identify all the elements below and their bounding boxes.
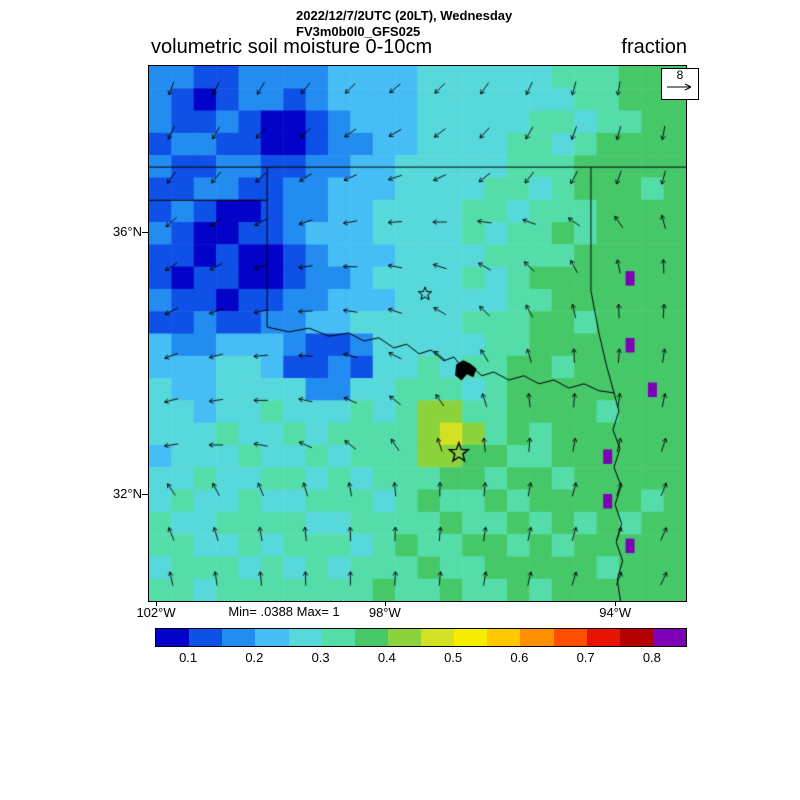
colorbar-tick-label: 0.7 — [576, 650, 595, 665]
colorbar-segment — [586, 629, 620, 646]
minmax-text: Min= .0388 Max= 1 — [228, 604, 340, 619]
x-axis-tick — [156, 601, 158, 606]
run-header: 2022/12/7/2UTC (20LT), Wednesday FV3m0b0l… — [296, 8, 512, 41]
y-axis-tick — [142, 231, 148, 233]
colorbar-tick-label: 0.4 — [377, 650, 396, 665]
colorbar-tick-label: 0.6 — [510, 650, 529, 665]
colorbar-segment — [520, 629, 554, 646]
colorbar-segment — [222, 629, 256, 646]
colorbar-segment — [652, 629, 686, 646]
colorbar-segment — [255, 629, 289, 646]
x-axis-tick — [384, 601, 386, 606]
reference-vector-arrow-icon — [667, 83, 692, 91]
x-axis-label: 98°W — [368, 605, 401, 620]
colorbar-tick-label: 0.8 — [642, 650, 661, 665]
colorbar-segment — [553, 629, 587, 646]
colorbar-segment — [156, 629, 190, 646]
title-row: volumetric soil moisture 0-10cm fraction — [151, 36, 687, 59]
colorbar-tick-label: 0.1 — [179, 650, 198, 665]
y-axis-label: 36°N — [112, 223, 142, 239]
colorbar — [155, 628, 687, 647]
colorbar-segment — [487, 629, 521, 646]
colorbar-segment — [421, 629, 455, 646]
y-axis-label: 32°N — [112, 486, 142, 502]
run-datetime: 2022/12/7/2UTC (20LT), Wednesday — [296, 8, 513, 23]
map-panel: 8 — [148, 65, 699, 602]
colorbar-tick-label: 0.2 — [245, 650, 264, 665]
y-axis-tick — [142, 494, 148, 496]
soil-moisture-raster — [149, 66, 686, 601]
plot-title: volumetric soil moisture 0-10cm — [151, 36, 433, 58]
units-label: fraction — [621, 36, 687, 58]
x-axis-tick — [615, 601, 617, 606]
reference-vector-box: 8 — [661, 68, 699, 100]
colorbar-segment — [354, 629, 388, 646]
colorbar-segment — [288, 629, 322, 646]
colorbar-tick-label: 0.3 — [311, 650, 330, 665]
colorbar-segment — [321, 629, 355, 646]
reference-vector-value: 8 — [676, 68, 684, 82]
x-axis-label: 102°W — [136, 605, 176, 620]
colorbar-segment — [454, 629, 488, 646]
colorbar-segment — [189, 629, 223, 646]
model-id: FV3m0b0l0_GFS025 — [296, 24, 421, 40]
colorbar-segment — [619, 629, 653, 646]
colorbar-segment — [387, 629, 421, 646]
colorbar-tick-label: 0.5 — [444, 650, 463, 665]
x-axis-label: 94°W — [599, 605, 632, 620]
